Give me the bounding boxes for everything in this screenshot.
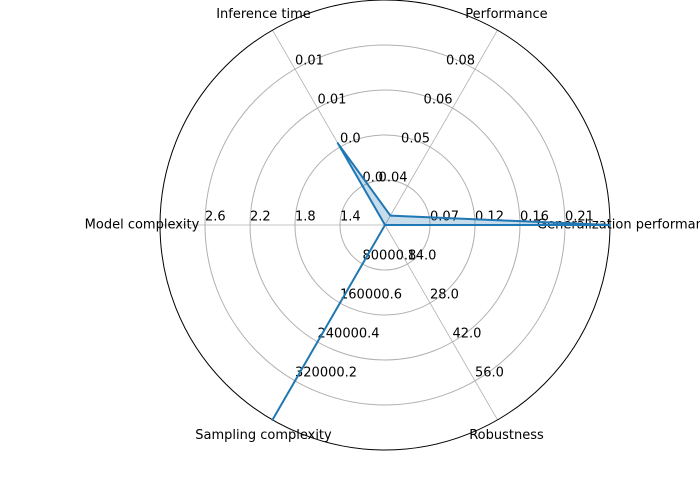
spoke [384,29,498,226]
axis-label: Robustness [469,428,544,443]
r-tick-label: 160000.6 [340,287,402,302]
r-tick-label: 2.6 [205,210,226,225]
r-tick-label: 42.0 [453,326,482,341]
r-tick-label: 0.06 [424,93,453,108]
r-tick-label: 1.4 [340,210,361,225]
r-tick-label: 0.0 [363,171,384,186]
spoke [384,224,498,421]
r-tick-label: 80000.8 [363,248,417,263]
r-tick-label: 2.2 [250,210,271,225]
axis-label: Inference time [216,7,311,22]
series-line [271,142,611,421]
r-tick-label: 0.01 [295,54,324,69]
r-tick-label: 0.08 [446,54,475,69]
r-tick-label: 14.0 [408,248,437,263]
r-tick-label: 1.8 [295,210,316,225]
axis-label: Performance [465,7,547,22]
r-tick-label: 0.0 [340,132,361,147]
axis-label: Model complexity [85,218,200,233]
r-tick-label: 0.04 [379,171,408,186]
r-tick-label: 0.01 [318,93,347,108]
r-tick-label: 0.21 [565,210,594,225]
r-tick-label: 0.05 [401,132,430,147]
r-tick-label: 56.0 [475,365,504,380]
axis-label: Sampling complexity [195,428,332,443]
r-tick-label: 28.0 [430,287,459,302]
r-tick-label: 240000.4 [318,326,380,341]
r-tick-label: 320000.2 [295,365,357,380]
axis-label: Generalization performance [537,218,700,233]
